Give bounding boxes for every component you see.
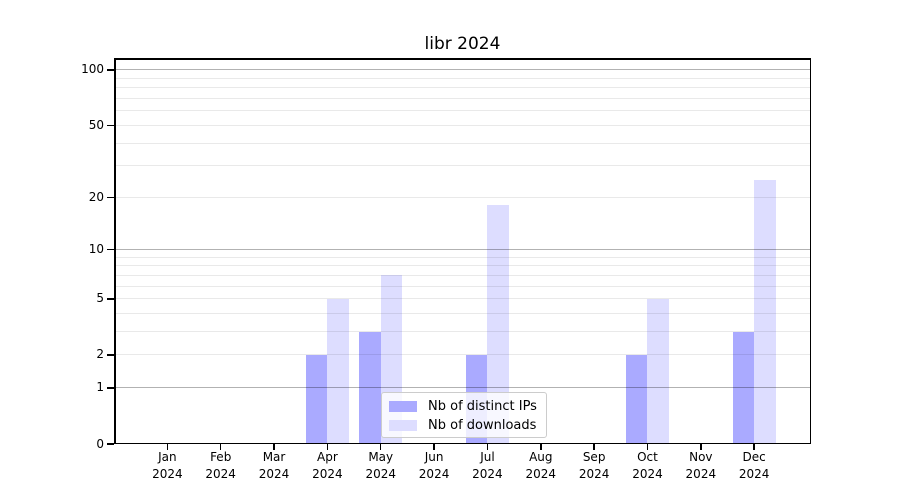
bar-downloads	[327, 298, 349, 444]
y-tick-label: 50	[88, 117, 104, 132]
chart-title: libr 2024	[424, 34, 501, 54]
x-tick-mark	[379, 444, 382, 450]
y-tick-mark	[107, 69, 114, 71]
legend: Nb of distinct IPs Nb of downloads	[381, 392, 547, 438]
legend-swatch	[389, 401, 417, 412]
y-tick-label: 20	[88, 189, 104, 204]
bar-downloads	[487, 205, 509, 444]
legend-label: Nb of distinct IPs	[428, 399, 537, 414]
legend-label: Nb of downloads	[428, 418, 537, 433]
x-tick-label: Nov 2024	[685, 450, 717, 481]
minor-gridline	[114, 165, 811, 167]
minor-gridline	[114, 274, 811, 276]
minor-gridline	[114, 142, 811, 144]
x-tick-label: Sep 2024	[578, 450, 610, 481]
x-tick-mark	[219, 444, 222, 450]
y-tick-label: 5	[96, 291, 104, 306]
x-tick-label: Feb 2024	[205, 450, 236, 481]
minor-gridline	[114, 98, 811, 100]
axis-spine-top	[114, 58, 811, 60]
minor-gridline	[114, 124, 811, 126]
major-gridline	[114, 69, 811, 71]
minor-gridline	[114, 285, 811, 287]
y-tick-mark	[107, 354, 114, 356]
x-tick-mark	[540, 444, 542, 450]
y-tick-label: 100	[81, 62, 104, 77]
x-tick-label: Jul 2024	[472, 450, 503, 481]
x-tick-mark	[166, 444, 169, 450]
y-tick-label: 10	[88, 242, 104, 257]
minor-gridline	[114, 77, 811, 79]
y-tick-mark	[107, 124, 114, 127]
minor-gridline	[114, 298, 811, 300]
x-tick-label: Oct 2024	[632, 450, 663, 481]
y-tick-label: 2	[96, 347, 104, 362]
x-tick-mark	[486, 444, 489, 450]
minor-gridline	[114, 354, 811, 356]
legend-row: Nb of downloads	[389, 416, 539, 435]
minor-gridline	[114, 196, 811, 198]
bar-distinct-ips	[626, 354, 648, 444]
y-tick-mark	[107, 248, 114, 251]
x-tick-mark	[593, 444, 595, 450]
bar-distinct-ips	[359, 331, 381, 444]
x-tick-mark	[753, 444, 755, 450]
bar-distinct-ips	[306, 354, 328, 444]
y-tick-mark	[107, 298, 114, 300]
minor-gridline	[114, 265, 811, 267]
x-tick-mark	[646, 444, 649, 450]
minor-gridline	[114, 87, 811, 89]
bar-distinct-ips	[732, 331, 755, 444]
major-gridline	[114, 249, 811, 251]
bar-downloads	[754, 179, 776, 444]
x-tick-label: Jan 2024	[152, 450, 183, 481]
plot-area: 0 1 2 5 10 20 50 100 Jan 2024 Feb 2024 Mar 2024 Apr…	[81, 58, 811, 481]
x-tick-label: May 2024	[365, 450, 396, 481]
x-tick-mark	[700, 444, 702, 450]
x-tick-label: Mar 2024	[258, 450, 290, 481]
x-tick-label: Jun 2024	[418, 450, 450, 481]
legend-swatch	[389, 420, 417, 431]
minor-gridline	[114, 110, 811, 112]
x-tick-label: Apr 2024	[312, 450, 343, 481]
minor-gridline	[114, 313, 811, 315]
axis-spine-bottom	[114, 442, 811, 444]
minor-gridline	[114, 331, 811, 333]
x-tick-label: Dec 2024	[738, 450, 770, 481]
x-tick-mark	[273, 444, 275, 450]
x-tick-mark	[326, 444, 329, 450]
bar-downloads	[647, 298, 669, 444]
major-gridline	[114, 387, 811, 389]
y-tick-label: 1	[96, 380, 104, 395]
minor-gridline	[114, 256, 811, 258]
axis-spine-left	[114, 58, 116, 444]
axis-spine-right	[809, 58, 811, 444]
y-tick-mark	[107, 387, 114, 389]
y-tick-mark	[107, 443, 114, 445]
y-tick-label: 0	[96, 436, 104, 451]
x-tick-label: Aug 2024	[525, 450, 557, 481]
x-tick-mark	[433, 444, 435, 450]
y-tick-mark	[107, 196, 114, 199]
legend-row: Nb of distinct IPs	[389, 397, 539, 416]
